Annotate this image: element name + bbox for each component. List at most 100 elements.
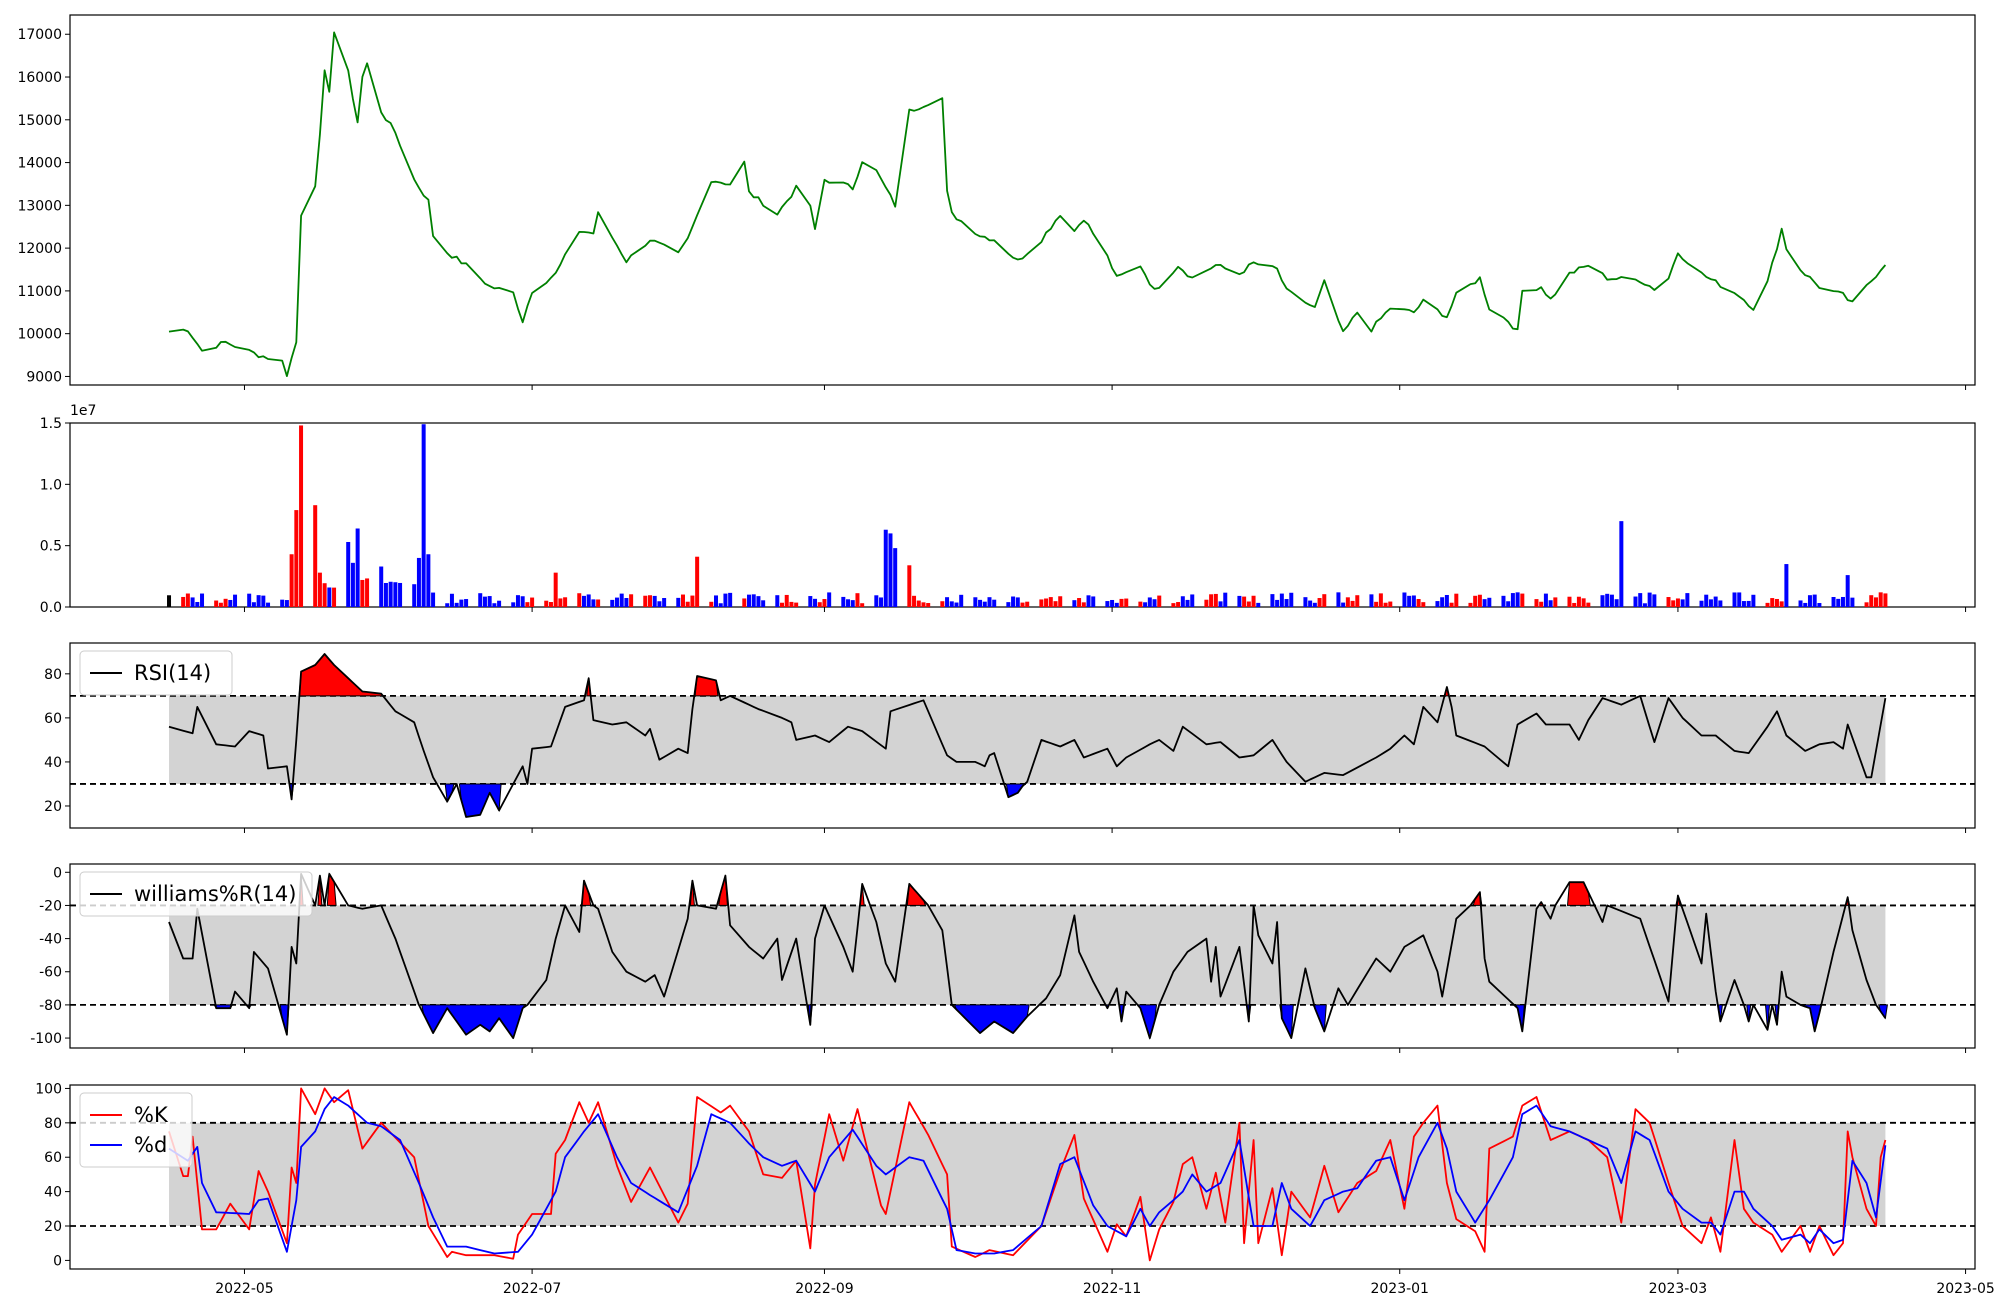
volume-bar	[714, 595, 719, 607]
volume-bar	[1312, 602, 1317, 607]
volume-bar	[1732, 592, 1737, 607]
volume-bar	[780, 602, 785, 607]
volume-bar	[1303, 597, 1308, 607]
volume-bar	[393, 582, 398, 607]
volume-bar	[1119, 598, 1124, 607]
volume-bar	[181, 596, 186, 607]
volume-bar	[1242, 596, 1247, 607]
stochastic-legend: %K %d	[79, 1092, 193, 1168]
volume-bar	[1840, 596, 1845, 607]
volume-bar	[1751, 594, 1756, 607]
volume-bar	[1647, 592, 1652, 607]
volume-bar	[284, 600, 289, 607]
xtick-label: 2022-11	[1083, 1281, 1142, 1297]
volume-bar	[1190, 594, 1195, 607]
volume-bar	[1044, 598, 1049, 607]
volume-bar	[577, 593, 582, 607]
volume-bar	[355, 528, 360, 607]
volume-bar	[426, 554, 431, 607]
volume-bar	[742, 598, 747, 607]
volume-bar	[662, 598, 667, 607]
volume-bar	[478, 593, 483, 607]
volume-bar	[860, 603, 865, 607]
rsi-ytick-label: 40	[44, 755, 62, 771]
volume-bar	[553, 572, 558, 607]
volume-bar	[817, 602, 822, 607]
williams-ytick-label: -20	[39, 898, 62, 914]
volume-bar	[709, 601, 714, 607]
volume-bar	[1671, 600, 1676, 607]
williams-ytick-label: -60	[39, 965, 62, 981]
volume-bar	[1020, 602, 1025, 607]
volume-bar	[1369, 594, 1374, 607]
rsi-overbought-fill	[298, 653, 385, 697]
williams-overbought-fill	[1566, 881, 1591, 906]
volume-bar	[464, 599, 469, 607]
volume-bar	[1675, 598, 1680, 607]
price-ytick-label: 14000	[17, 156, 62, 172]
williams-legend-box	[79, 871, 313, 917]
volume-bar	[388, 581, 393, 607]
stochastic-legend-label: %d	[134, 1133, 167, 1157]
volume-bar	[1416, 598, 1421, 607]
volume-bar	[1204, 599, 1209, 607]
volume-bar	[350, 562, 355, 607]
volume-bar	[1444, 594, 1449, 607]
volume-bar	[1421, 602, 1426, 607]
volume-bar	[327, 587, 332, 607]
volume-bar	[1157, 595, 1162, 607]
xtick-label: 2022-05	[215, 1281, 274, 1297]
volume-bar	[1638, 593, 1643, 607]
volume-bar	[1185, 599, 1190, 607]
volume-bar	[1072, 600, 1077, 607]
volume-bar	[610, 599, 615, 607]
volume-bar	[1350, 600, 1355, 607]
volume-bar	[723, 593, 728, 607]
williams-oversold-fill	[1746, 1004, 1752, 1022]
volume-bar	[558, 598, 563, 607]
volume-bar	[459, 599, 464, 607]
volume-bar	[784, 594, 789, 607]
volume-bar	[1600, 595, 1605, 607]
volume-bar	[266, 602, 271, 607]
volume-bar	[756, 596, 761, 607]
volume-bar	[1440, 597, 1445, 607]
williams-ytick-label: -40	[39, 932, 62, 948]
volume-bar	[1077, 598, 1082, 607]
volume-bar	[1850, 597, 1855, 607]
volume-bar	[888, 533, 893, 607]
volume-bar	[1883, 593, 1888, 607]
volume-bar	[827, 592, 832, 607]
volume-bar	[1180, 596, 1185, 607]
volume-bar	[1081, 602, 1086, 607]
stochastic-legend-label: %K	[134, 1103, 169, 1127]
williams-line	[168, 873, 1887, 1039]
volume-bar	[1572, 602, 1577, 607]
volume-bar	[398, 582, 403, 607]
volume-bar	[1058, 596, 1063, 607]
volume-bar	[1553, 597, 1558, 607]
volume-bar	[1614, 599, 1619, 607]
volume-bar	[1114, 602, 1119, 607]
price-line	[168, 31, 1887, 377]
volume-bar	[1209, 594, 1214, 607]
volume-bar	[808, 596, 813, 607]
volume-bar	[1011, 596, 1016, 607]
volume-bar	[1770, 598, 1775, 607]
volume-bar	[624, 598, 629, 607]
volume-bar	[1124, 598, 1129, 607]
volume-bar	[1147, 597, 1152, 607]
volume-bar	[647, 595, 652, 607]
volume-bar	[1468, 602, 1473, 607]
volume-bar	[223, 598, 228, 607]
price-ytick-label: 9000	[26, 369, 62, 385]
volume-bar	[945, 597, 950, 607]
volume-bar	[1878, 592, 1883, 607]
volume-bar	[959, 594, 964, 607]
volume-bar	[1138, 601, 1143, 607]
volume-bar	[718, 603, 723, 607]
volume-bar	[992, 599, 997, 607]
volume-bar	[1652, 594, 1657, 607]
volume-bar	[1378, 593, 1383, 607]
volume-bar	[1454, 593, 1459, 607]
